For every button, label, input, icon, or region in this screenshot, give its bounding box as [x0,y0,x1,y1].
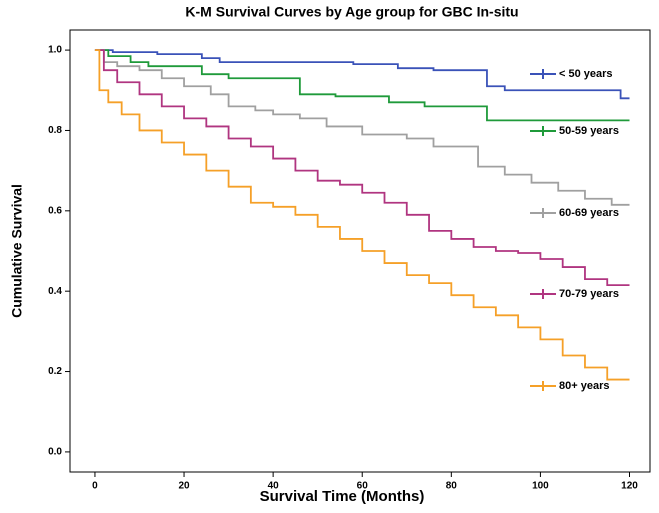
x-tick-label: 120 [621,481,638,492]
x-tick-label: 80 [446,481,458,492]
legend-label: < 50 years [559,68,613,80]
x-tick-label: 60 [357,481,369,492]
y-tick-label: 0.6 [48,205,62,216]
y-tick-label: 0.2 [48,366,62,377]
survival-curve [94,49,630,206]
survival-curve [94,49,630,381]
chart-title: K-M Survival Curves by Age group for GBC… [185,4,518,20]
legend-label: 70-79 years [559,288,619,300]
y-tick-label: 0.8 [48,125,62,136]
legend-label: 80+ years [559,380,609,392]
x-tick-label: 40 [268,481,280,492]
x-tick-label: 100 [532,481,549,492]
survival-curve [94,49,630,122]
x-tick-label: 0 [92,481,98,492]
x-tick-label: 20 [178,481,190,492]
y-tick-label: 1.0 [48,45,62,56]
y-axis-label: Cumulative Survival [9,184,25,318]
y-tick-label: 0.0 [48,447,62,458]
x-axis-label: Survival Time (Months) [260,488,425,505]
survival-curve [94,49,630,287]
legend-label: 50-59 years [559,125,619,137]
y-tick-label: 0.4 [48,286,62,297]
legend-label: 60-69 years [559,207,619,219]
survival-curve [94,49,630,100]
plot-frame [69,29,651,473]
